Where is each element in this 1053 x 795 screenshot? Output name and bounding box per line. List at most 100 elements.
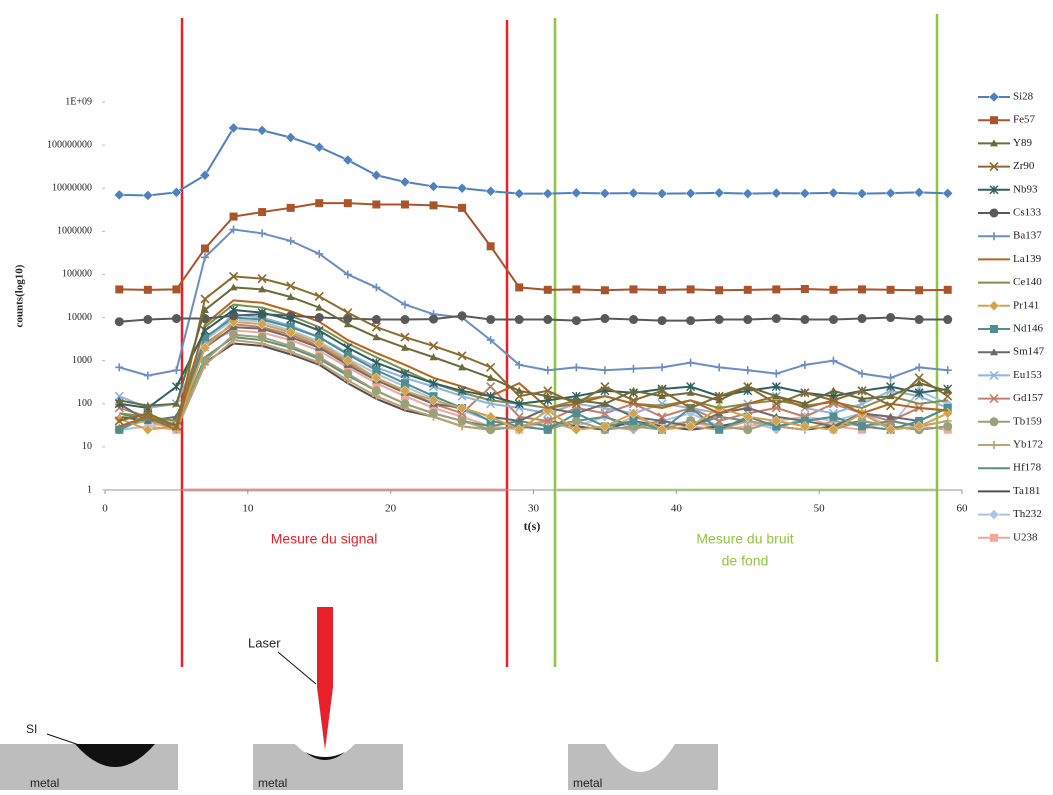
- marker: [570, 424, 582, 436]
- marker: [372, 366, 381, 375]
- marker: [829, 356, 838, 365]
- x-axis-title: t(s): [524, 519, 541, 533]
- legend-label: Yb172: [1013, 439, 1043, 451]
- marker: [572, 285, 581, 294]
- marker: [400, 200, 409, 209]
- marker: [428, 341, 439, 351]
- metal-label: metal: [573, 776, 602, 790]
- marker: [943, 366, 952, 375]
- marker: [314, 291, 324, 301]
- marker: [515, 416, 524, 424]
- marker: [114, 391, 124, 401]
- marker: [400, 369, 410, 379]
- marker: [399, 176, 411, 188]
- marker: [314, 326, 324, 336]
- marker: [314, 313, 324, 323]
- laser-pointer: [277, 651, 317, 685]
- series: [119, 303, 948, 423]
- marker: [988, 509, 1000, 520]
- marker: [486, 425, 496, 435]
- marker: [600, 314, 610, 324]
- marker: [772, 285, 781, 294]
- legend-label: Ce140: [1013, 276, 1042, 288]
- marker: [115, 285, 124, 294]
- marker: [543, 392, 552, 400]
- marker: [829, 386, 838, 394]
- marker: [886, 313, 896, 323]
- marker: [543, 366, 552, 375]
- marker: [286, 281, 296, 291]
- marker: [486, 382, 496, 392]
- marker: [343, 199, 352, 208]
- y-tick-label: 1E+09: [65, 96, 92, 107]
- marker: [514, 399, 524, 409]
- marker: [572, 363, 581, 372]
- marker: [429, 201, 438, 210]
- marker: [770, 187, 782, 199]
- marker: [200, 326, 210, 336]
- marker: [515, 360, 524, 369]
- marker: [772, 369, 781, 378]
- marker: [800, 388, 810, 398]
- marker: [829, 285, 838, 294]
- marker: [943, 386, 952, 394]
- marker: [514, 315, 524, 325]
- marker: [686, 316, 696, 326]
- marker: [343, 350, 352, 359]
- marker: [286, 341, 296, 351]
- marker: [990, 139, 998, 147]
- marker: [600, 366, 609, 375]
- marker: [799, 188, 811, 199]
- marker: [542, 188, 554, 199]
- marker: [371, 322, 381, 332]
- marker: [113, 189, 125, 201]
- marker: [428, 395, 439, 406]
- x-tick-label: 30: [528, 503, 540, 515]
- y-tick-label: 100000: [62, 269, 92, 280]
- marker: [743, 382, 752, 390]
- marker: [943, 285, 952, 294]
- marker: [399, 385, 411, 397]
- marker: [942, 188, 954, 199]
- y-axis-title: counts(log10): [14, 264, 26, 327]
- legend-label: Hf178: [1013, 462, 1042, 474]
- marker: [914, 315, 924, 325]
- marker: [229, 311, 239, 321]
- marker: [200, 244, 209, 253]
- inclusion: [305, 752, 345, 760]
- marker: [286, 323, 295, 332]
- marker: [543, 425, 552, 434]
- marker: [886, 412, 895, 420]
- marker: [628, 187, 639, 199]
- marker: [989, 162, 999, 172]
- marker: [142, 190, 154, 201]
- x-tick-label: 10: [242, 503, 254, 515]
- y-tick-label: 1000000: [57, 226, 92, 237]
- marker: [629, 386, 638, 394]
- marker: [429, 314, 439, 324]
- marker: [570, 187, 582, 199]
- marker: [629, 416, 638, 425]
- marker: [915, 379, 924, 387]
- marker: [828, 424, 839, 436]
- marker: [457, 351, 467, 361]
- marker: [799, 420, 811, 432]
- marker: [743, 425, 753, 435]
- marker: [800, 284, 809, 293]
- marker: [989, 370, 999, 380]
- marker: [200, 305, 209, 313]
- laser-beam: [317, 607, 333, 687]
- metal-label: metal: [30, 776, 59, 790]
- marker: [114, 317, 124, 327]
- marker: [228, 122, 239, 134]
- y-tick-label: 10000: [67, 312, 92, 323]
- series: [115, 323, 952, 430]
- marker: [199, 169, 211, 181]
- marker: [828, 395, 839, 405]
- marker: [343, 314, 353, 324]
- marker: [456, 182, 468, 194]
- marker: [372, 333, 381, 341]
- marker: [858, 394, 867, 402]
- marker: [429, 403, 438, 412]
